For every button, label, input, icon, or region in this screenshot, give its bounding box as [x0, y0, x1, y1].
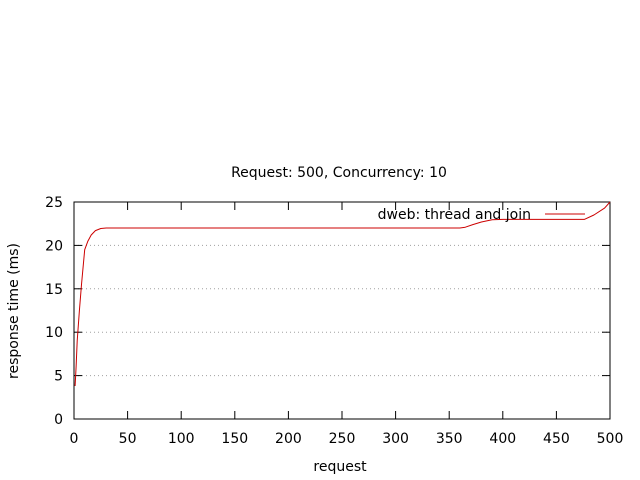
x-tick-label: 450: [543, 431, 570, 447]
x-tick-label: 350: [436, 431, 463, 447]
legend: dweb: thread and join: [378, 207, 585, 223]
x-tick-label: 300: [382, 431, 409, 447]
x-tick-label: 250: [329, 431, 356, 447]
x-axis-label: request: [313, 459, 367, 475]
x-tick-label: 400: [489, 431, 516, 447]
y-tick-label: 15: [45, 282, 63, 298]
x-tick-label: 100: [168, 431, 195, 447]
y-tick-label: 10: [45, 325, 63, 341]
axis-ticks: [73, 201, 611, 420]
legend-label: dweb: thread and join: [378, 207, 531, 223]
grid: [74, 244, 610, 377]
chart-title: Request: 500, Concurrency: 10: [231, 165, 447, 181]
x-tick-label: 50: [119, 431, 137, 447]
y-tick-label: 5: [54, 369, 63, 385]
plot-frame: [73, 201, 611, 420]
x-tick-label: 0: [70, 431, 79, 447]
y-tick-label: 25: [45, 195, 63, 211]
x-tick-label: 500: [597, 431, 624, 447]
series-line-0: [74, 201, 611, 387]
y-tick-labels: 0 5 10 15 20 25: [45, 195, 63, 428]
x-tick-label: 200: [275, 431, 302, 447]
y-tick-label: 0: [54, 412, 63, 428]
x-tick-labels: 0 50 100 150 200 250 300 350 400 450 500: [70, 431, 624, 447]
series-layer: [74, 201, 611, 387]
y-axis-label: response time (ms): [6, 243, 22, 379]
x-tick-label: 150: [221, 431, 248, 447]
y-tick-label: 20: [45, 238, 63, 254]
